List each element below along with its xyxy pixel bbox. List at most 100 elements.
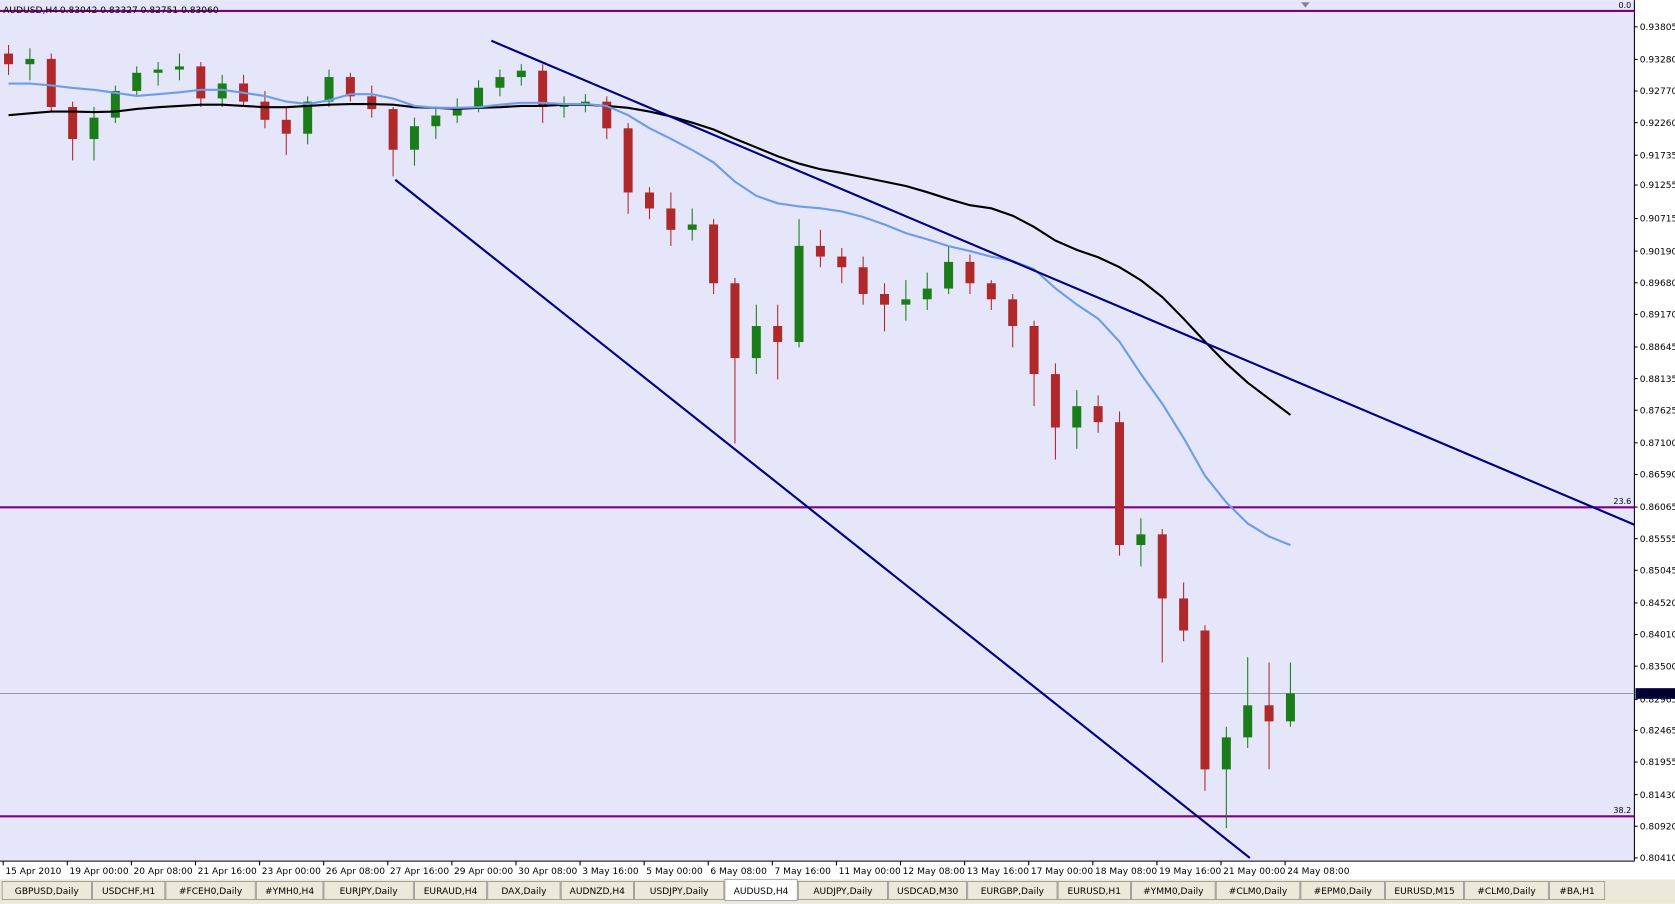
- candle-body: [516, 70, 526, 78]
- tab[interactable]: [1549, 881, 1606, 900]
- tab[interactable]: [413, 881, 488, 900]
- tab[interactable]: [1385, 881, 1464, 900]
- y-tick-label: 0.90715: [1640, 215, 1675, 225]
- tab-label[interactable]: USDJPY,Daily: [650, 887, 709, 897]
- tab-label[interactable]: #EPM0,Daily: [1314, 887, 1373, 897]
- tab-label[interactable]: #FCEH0,Daily: [179, 887, 243, 897]
- candle-body: [1115, 422, 1125, 546]
- x-tick-label: 12 May 08:00: [903, 867, 965, 877]
- tab-label[interactable]: #CLM0,Daily: [1229, 887, 1288, 897]
- candle-body: [944, 261, 954, 289]
- tab[interactable]: [165, 881, 256, 900]
- candle-body: [345, 77, 355, 97]
- candle-body: [1200, 630, 1210, 770]
- candle-body: [1179, 598, 1189, 631]
- x-tick-label: 30 Apr 08:00: [518, 867, 577, 877]
- y-tick-label: 0.91255: [1640, 181, 1675, 191]
- x-tick-label: 11 May 00:00: [839, 867, 901, 877]
- candle-body: [965, 261, 975, 284]
- candle-body: [1136, 534, 1146, 546]
- y-tick-label: 0.88645: [1640, 343, 1675, 353]
- tab[interactable]: [255, 881, 324, 900]
- candle-body: [303, 101, 313, 134]
- tab-label[interactable]: DAX,Daily: [501, 887, 547, 897]
- tab[interactable]: [967, 881, 1058, 900]
- tab-label[interactable]: EURGBP,Daily: [981, 887, 1045, 897]
- candle-body: [4, 53, 14, 65]
- y-tick-label: 0.85045: [1640, 567, 1675, 577]
- tab[interactable]: [323, 881, 414, 900]
- tab-label[interactable]: EURAUD,H4: [424, 887, 478, 897]
- tab-label[interactable]: #YMM0,Daily: [1143, 887, 1204, 897]
- candle-body: [794, 245, 804, 343]
- y-tick-label: 0.83500: [1640, 662, 1675, 672]
- tab[interactable]: [487, 881, 561, 900]
- y-tick-label: 0.84520: [1640, 599, 1675, 609]
- candle-body: [46, 58, 56, 107]
- y-tick-label: 0.91735: [1640, 151, 1675, 161]
- tab-label[interactable]: AUDNZD,H4: [570, 887, 626, 897]
- candle-body: [388, 109, 398, 150]
- y-tick-label: 0.87100: [1640, 439, 1675, 449]
- candle-body: [730, 283, 740, 359]
- candle-body: [153, 69, 163, 73]
- y-tick-label: 0.92770: [1640, 87, 1675, 97]
- tab[interactable]: [1215, 881, 1301, 900]
- candle-body: [1221, 737, 1231, 770]
- tab[interactable]: [1057, 881, 1131, 900]
- trend-line: [394, 178, 1251, 859]
- candle-body: [1008, 299, 1018, 326]
- tab-label[interactable]: AUDJPY,Daily: [813, 887, 873, 897]
- candle-body: [815, 245, 825, 257]
- candle-body: [559, 104, 569, 107]
- candle-body: [132, 72, 142, 91]
- y-tick-label: 0.89680: [1640, 279, 1675, 289]
- tab[interactable]: [1464, 881, 1549, 900]
- tab[interactable]: [1131, 881, 1216, 900]
- x-tick-label: 3 May 16:00: [582, 867, 639, 877]
- tab[interactable]: [1300, 881, 1385, 900]
- tab-label[interactable]: EURUSD,M15: [1394, 887, 1454, 897]
- tab-label[interactable]: AUDUSD,H4: [734, 887, 789, 897]
- tab-label[interactable]: EURJPY,Daily: [340, 887, 399, 897]
- active-tab[interactable]: [724, 878, 798, 902]
- candle-body: [751, 325, 761, 359]
- candle-body: [68, 106, 78, 140]
- x-tick-label: 5 May 00:00: [646, 867, 703, 877]
- candle-body: [666, 208, 676, 230]
- candle-body: [281, 119, 291, 134]
- tab-label[interactable]: EURUSD,H1: [1067, 887, 1121, 897]
- candle-body: [174, 66, 184, 70]
- tab-label[interactable]: #BA,H1: [1559, 887, 1595, 897]
- tab-label[interactable]: USDCAD,M30: [897, 887, 958, 897]
- tab-label[interactable]: USDCHF,H1: [102, 887, 155, 897]
- x-tick-label: 18 May 08:00: [1095, 867, 1157, 877]
- candle-body: [623, 128, 633, 193]
- tab-label[interactable]: #YMH0,H4: [265, 887, 314, 897]
- tab-label[interactable]: GBPUSD,Daily: [15, 887, 80, 897]
- tab[interactable]: [888, 881, 968, 900]
- trend-line: [490, 39, 1635, 526]
- tab[interactable]: [92, 881, 166, 900]
- candle-body: [901, 299, 911, 305]
- tab[interactable]: [1, 881, 92, 900]
- moving-average: [8, 82, 1291, 547]
- candle-body: [538, 70, 548, 107]
- tab[interactable]: [797, 881, 888, 900]
- candle-body: [1157, 534, 1167, 599]
- x-tick-label: 19 May 16:00: [1159, 867, 1221, 877]
- candle-body: [858, 267, 868, 294]
- candle-body: [1029, 325, 1039, 375]
- tab[interactable]: [560, 881, 634, 900]
- x-tick-label: 29 Apr 00:00: [454, 867, 513, 877]
- candle-body: [452, 106, 462, 116]
- tabs: GBPUSD,Daily USDCHF,H1 #FCEH0,Daily #YMH0,H…: [1, 878, 1606, 902]
- symbol-quote: 0.83042 0.83327 0.82751 0.83060: [60, 6, 219, 16]
- tab[interactable]: [634, 881, 725, 900]
- x-tick-label: 20 Apr 08:00: [134, 867, 193, 877]
- candle-body: [1243, 705, 1253, 738]
- candle-body: [474, 87, 484, 107]
- current-price-box: [1635, 688, 1675, 699]
- tab-label[interactable]: #CLM0,Daily: [1477, 887, 1536, 897]
